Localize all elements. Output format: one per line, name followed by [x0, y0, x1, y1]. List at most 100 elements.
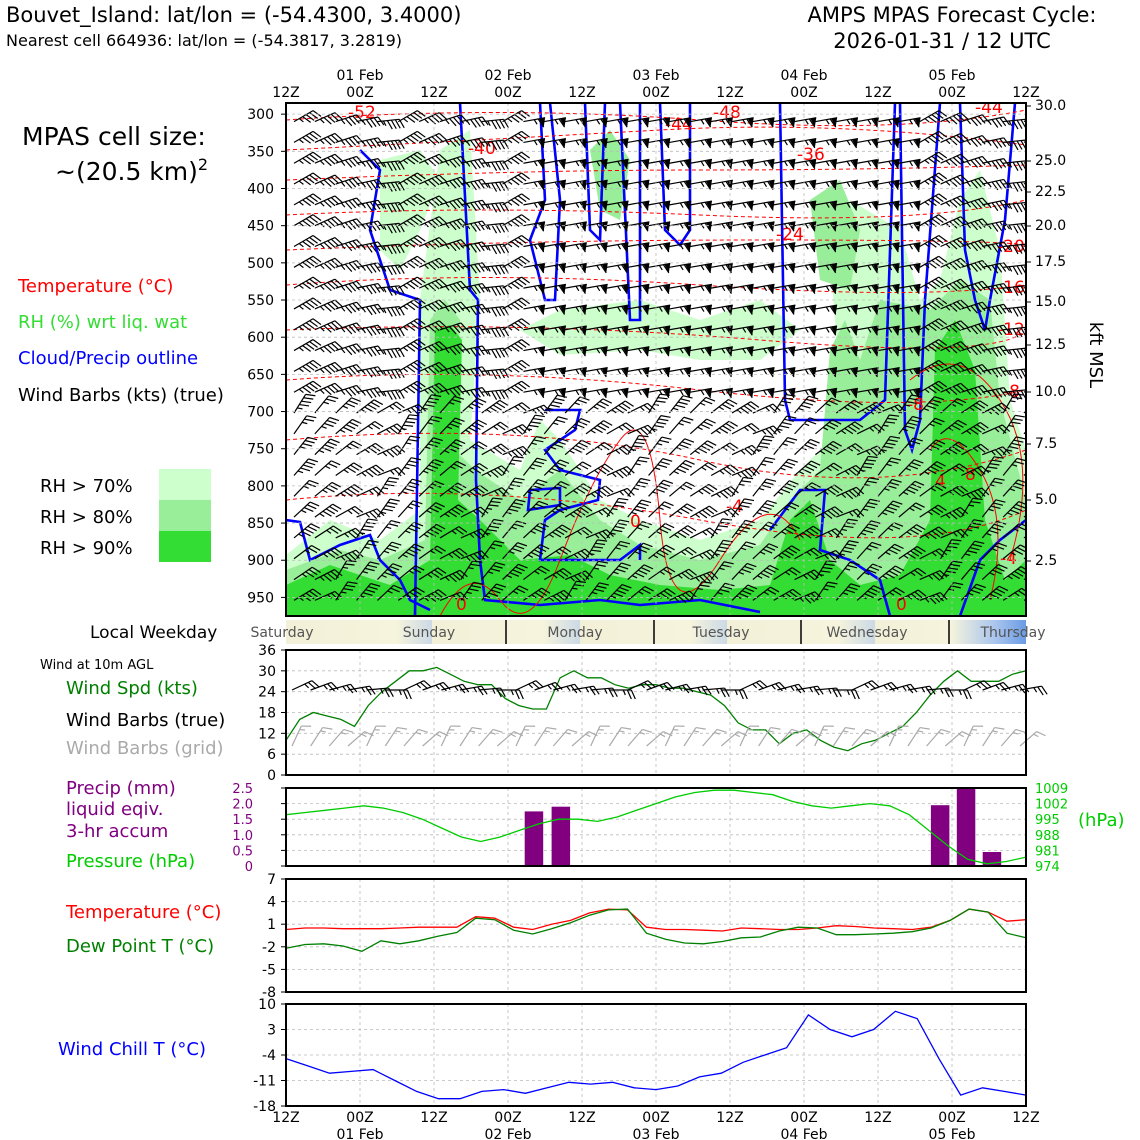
barb-flag — [352, 115, 360, 124]
xsec-barb — [565, 304, 587, 315]
barb-pennant — [622, 159, 629, 169]
barb-half — [1008, 224, 1013, 231]
barb-half — [466, 265, 471, 271]
barb-flag — [413, 153, 423, 161]
barb-flag — [470, 119, 477, 128]
barb-half — [721, 202, 726, 208]
barb-flag — [850, 181, 858, 190]
barb-flag — [970, 180, 978, 189]
xsec-barb — [773, 158, 796, 170]
barb-half — [658, 327, 663, 333]
barb-flag — [474, 222, 481, 232]
xsec-barb — [627, 221, 650, 232]
xsec-barb — [815, 158, 838, 170]
barb-flag — [521, 255, 530, 263]
barb-flag — [829, 201, 837, 211]
barb-flag — [302, 136, 311, 144]
barb-flag — [327, 302, 336, 311]
barb-half — [361, 244, 366, 251]
barb-half — [575, 265, 580, 271]
barb-flag — [928, 136, 937, 144]
barb-pennant — [643, 117, 650, 128]
barb-half — [909, 140, 914, 146]
barb-flag — [495, 327, 502, 338]
barb-flag — [683, 285, 691, 295]
xsec-barb — [794, 304, 817, 315]
barb-flag — [934, 299, 944, 307]
xsec-barb — [815, 200, 838, 211]
xsec-barb — [773, 137, 796, 149]
barb-pennant — [601, 242, 608, 253]
barb-flag — [416, 235, 426, 242]
barb-flag — [956, 176, 965, 184]
barb-flag — [410, 176, 419, 184]
barb-pennant — [768, 201, 775, 211]
barb-flag — [683, 139, 691, 149]
barb-half — [507, 180, 513, 185]
barb-flag — [334, 299, 343, 308]
barb-flag — [517, 237, 527, 244]
barb-pennant — [831, 138, 838, 148]
barb-flag — [871, 285, 878, 295]
barb-flag — [327, 115, 336, 123]
barb-half — [361, 265, 366, 271]
barb-flag — [974, 179, 982, 188]
barb-flag — [369, 326, 377, 336]
barb-half — [445, 140, 450, 146]
barb-flag — [477, 242, 485, 252]
barb-half — [487, 287, 491, 293]
top-date-label: 01 Feb — [336, 68, 383, 84]
xsec-barb — [794, 117, 817, 128]
barb-flag — [1036, 133, 1044, 143]
barb-flag — [995, 264, 1003, 273]
barb-flag — [934, 320, 944, 328]
barb-flag — [956, 155, 965, 163]
barb-flag — [641, 306, 649, 315]
barb-flag — [1040, 457, 1049, 466]
barb-flag — [767, 326, 774, 336]
barb-flag — [1040, 235, 1048, 245]
barb-pennant — [789, 325, 796, 336]
barb-half — [487, 308, 491, 314]
xsec-barb — [544, 325, 567, 336]
xsec-barb — [669, 179, 692, 190]
barb-flag — [302, 157, 311, 165]
barb-half — [575, 244, 580, 250]
barb-flag — [514, 259, 524, 267]
barb-half — [700, 119, 705, 125]
barb-half — [575, 285, 580, 292]
barb-pennant — [622, 221, 629, 232]
barb-pennant — [622, 180, 629, 190]
barb-flag — [510, 199, 520, 207]
xsec-barb — [773, 179, 796, 190]
barb-flag — [521, 172, 530, 180]
xsec-barb — [773, 200, 796, 211]
barb-flag — [928, 116, 937, 123]
barb-flag — [470, 160, 477, 170]
barb-half — [924, 159, 930, 165]
xsec-barb — [752, 325, 775, 336]
barb-flag — [517, 257, 527, 265]
barb-flag — [452, 220, 461, 230]
barb-pennant — [580, 242, 587, 253]
barb-flag — [974, 304, 982, 313]
barb-half — [825, 244, 830, 250]
barb-flag — [960, 278, 969, 287]
barb-flag — [829, 264, 837, 274]
barb-flag — [373, 242, 381, 252]
barb-flag — [913, 160, 920, 170]
barb-flag — [787, 243, 795, 253]
barb-pennant — [643, 305, 650, 315]
barb-flag — [416, 276, 426, 284]
barb-flag — [413, 320, 423, 328]
barb-flag — [427, 221, 436, 229]
barb-flag — [431, 136, 440, 144]
barb-flag — [373, 200, 381, 210]
barb-flag — [991, 285, 999, 295]
xsec-barb — [314, 174, 343, 188]
barb-pennant — [560, 263, 566, 273]
barb-flag — [499, 265, 506, 275]
barb-half — [575, 327, 580, 333]
barb-flag — [949, 325, 958, 333]
